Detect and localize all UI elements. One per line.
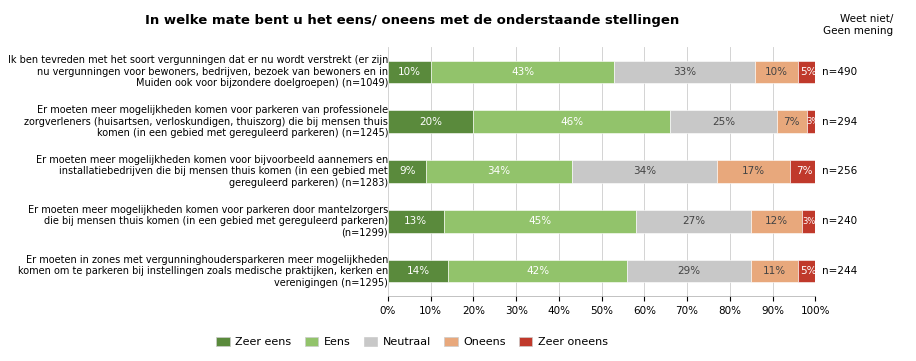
Text: Er moeten meer mogelijkheden komen voor parkeren door mantelzorgers
die bij mens: Er moeten meer mogelijkheden komen voor … [27, 205, 388, 238]
Text: 34%: 34% [633, 166, 656, 177]
Text: n=490: n=490 [822, 67, 856, 77]
Bar [751, 210, 802, 232]
Text: Er moeten meer mogelijkheden komen voor bijvoorbeeld aannemers en
installatiebed: Er moeten meer mogelijkheden komen voor … [36, 155, 388, 188]
Bar [670, 110, 777, 133]
Text: n=244: n=244 [822, 266, 856, 276]
Text: 11%: 11% [763, 266, 786, 276]
Bar [802, 210, 815, 232]
Bar [388, 260, 448, 282]
Text: Weet niet/
Geen mening: Weet niet/ Geen mening [823, 14, 893, 36]
Bar [431, 61, 615, 83]
Bar [636, 210, 751, 232]
Bar [615, 61, 756, 83]
Text: 27%: 27% [682, 216, 705, 226]
Text: n=294: n=294 [822, 117, 856, 127]
Bar [388, 110, 474, 133]
Bar [388, 61, 431, 83]
Text: 5%: 5% [801, 67, 817, 77]
Text: 3%: 3% [802, 217, 815, 226]
Text: 33%: 33% [673, 67, 696, 77]
Text: 43%: 43% [511, 67, 534, 77]
Bar [807, 110, 820, 133]
Text: 14%: 14% [407, 266, 430, 276]
Text: 3%: 3% [806, 117, 820, 126]
Legend: Zeer eens, Eens, Neutraal, Oneens, Zeer oneens: Zeer eens, Eens, Neutraal, Oneens, Zeer … [213, 332, 612, 352]
Text: 46%: 46% [561, 117, 583, 127]
Text: n=240: n=240 [822, 216, 856, 226]
Bar [427, 160, 572, 183]
Text: 10%: 10% [765, 67, 789, 77]
Text: 7%: 7% [796, 166, 812, 177]
Bar [388, 210, 443, 232]
Bar [443, 210, 636, 232]
Bar [790, 160, 820, 183]
Text: 7%: 7% [783, 117, 800, 127]
Text: 29%: 29% [678, 266, 701, 276]
Text: 34%: 34% [487, 166, 510, 177]
Bar [474, 110, 670, 133]
Text: 25%: 25% [712, 117, 735, 127]
Text: Er moeten in zones met vergunninghoudersparkeren meer mogelijkheden
komen om te : Er moeten in zones met vergunninghouders… [17, 255, 388, 288]
Text: 42%: 42% [526, 266, 549, 276]
Bar [777, 110, 807, 133]
Text: 45%: 45% [529, 216, 551, 226]
Text: 12%: 12% [765, 216, 789, 226]
Bar [448, 260, 627, 282]
Bar [627, 260, 751, 282]
Text: 17%: 17% [742, 166, 765, 177]
Text: Ik ben tevreden met het soort vergunningen dat er nu wordt verstrekt (er zijn
nu: Ik ben tevreden met het soort vergunning… [7, 55, 388, 88]
Bar [388, 160, 427, 183]
Text: In welke mate bent u het eens/ oneens met de onderstaande stellingen: In welke mate bent u het eens/ oneens me… [145, 14, 680, 27]
Bar [798, 61, 820, 83]
Bar [798, 260, 820, 282]
Text: n=256: n=256 [822, 166, 856, 177]
Bar [717, 160, 790, 183]
Text: 20%: 20% [420, 117, 442, 127]
Text: 13%: 13% [404, 216, 428, 226]
Text: 10%: 10% [398, 67, 420, 77]
Bar [751, 260, 798, 282]
Bar [572, 160, 717, 183]
Text: 5%: 5% [801, 266, 817, 276]
Bar [756, 61, 798, 83]
Text: Er moeten meer mogelijkheden komen voor parkeren van professionele
zorgverleners: Er moeten meer mogelijkheden komen voor … [24, 105, 388, 138]
Text: 9%: 9% [399, 166, 416, 177]
